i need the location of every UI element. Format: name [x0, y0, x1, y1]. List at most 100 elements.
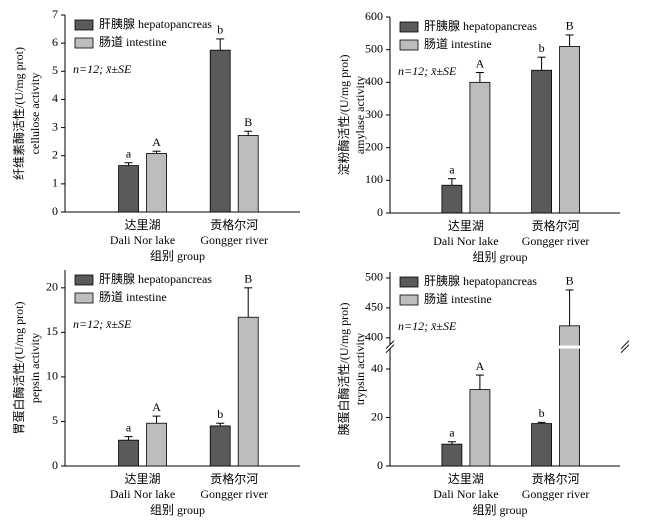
x-tick-label: Dali Nor lake	[433, 234, 498, 248]
y-axis-label: cellulose activity	[28, 73, 42, 155]
x-tick-label: 贡格尔河	[210, 217, 258, 232]
y-tick-label: 0	[52, 204, 58, 218]
y-axis-label: 胃蛋白酶活性/(U/mg prot)	[11, 302, 26, 435]
x-tick-label: 贡格尔河	[532, 471, 580, 486]
y-tick-label: 0	[377, 458, 383, 472]
significance-letter: B	[566, 274, 574, 288]
legend-label: 肝胰腺 hepatopancreas	[424, 274, 537, 288]
legend-label: 肠道 intestine	[99, 35, 167, 49]
bar	[118, 439, 139, 467]
legend-swatch	[399, 276, 419, 288]
bar	[559, 46, 580, 214]
y-axis-label: pepsin activity	[28, 333, 42, 403]
y-tick-label: 10	[46, 369, 58, 383]
significance-letter: B	[566, 19, 574, 33]
legend-label: 肝胰腺 hepatopancreas	[424, 19, 537, 33]
y-tick-label: 40	[371, 361, 383, 375]
legend-swatch	[74, 19, 94, 31]
axis-break	[620, 340, 630, 350]
x-axis-label: 组别 group	[150, 249, 205, 263]
y-tick-label: 2	[52, 147, 58, 161]
axis-break-gap	[385, 344, 395, 349]
x-axis-label: 组别 group	[473, 250, 528, 264]
axis-break	[385, 340, 395, 350]
significance-letter: A	[152, 400, 161, 414]
annotation: n=12; x̄±SE	[73, 62, 132, 76]
axis-break	[620, 344, 630, 354]
bar	[209, 425, 231, 467]
x-tick-label: Gongger river	[200, 487, 268, 501]
x-tick-label: 达里湖	[448, 218, 484, 233]
significance-letter: a	[449, 426, 455, 440]
y-tick-label: 400	[365, 330, 383, 344]
bar	[209, 49, 231, 213]
y-axis-label: 胰蛋白酶活性/(U/mg prot)	[336, 303, 351, 436]
y-tick-label: 4	[52, 91, 58, 105]
significance-letter: b	[539, 406, 545, 420]
legend-label: 肠道 intestine	[424, 292, 492, 306]
bar	[146, 153, 167, 213]
y-tick-label: 200	[365, 139, 383, 153]
significance-letter: a	[449, 162, 455, 176]
y-tick-label: 450	[365, 300, 383, 314]
x-tick-label: Dali Nor lake	[110, 233, 175, 247]
bar	[146, 422, 167, 467]
significance-letter: A	[476, 56, 485, 70]
legend-swatch	[399, 39, 419, 51]
x-tick-label: Gongger river	[522, 234, 590, 248]
bar	[118, 165, 139, 213]
axis-break	[385, 344, 395, 354]
y-tick-label: 500	[365, 270, 383, 284]
y-tick-label: 7	[52, 7, 58, 21]
significance-letter: b	[217, 407, 223, 421]
legend-swatch	[399, 294, 419, 306]
bar	[441, 184, 463, 214]
x-tick-label: 贡格尔河	[532, 218, 580, 233]
axis-break-gap	[558, 345, 581, 349]
significance-letter: B	[244, 115, 252, 129]
y-axis-label: amylase activity	[353, 76, 367, 154]
x-tick-label: 达里湖	[448, 471, 484, 486]
y-axis-label: 淀粉酶活性/(U/mg prot)	[336, 55, 351, 176]
x-tick-label: Gongger river	[200, 233, 268, 247]
y-tick-label: 3	[52, 119, 58, 133]
y-tick-label: 20	[46, 280, 58, 294]
bar	[237, 316, 259, 467]
y-axis-label: trypsin activity	[353, 333, 367, 405]
significance-letter: a	[126, 147, 132, 161]
y-tick-label: 6	[52, 35, 58, 49]
significance-letter: a	[126, 420, 132, 434]
significance-letter: b	[217, 23, 223, 37]
x-tick-label: Dali Nor lake	[433, 487, 498, 501]
significance-letter: B	[244, 272, 252, 286]
legend-label: 肠道 intestine	[424, 37, 492, 51]
legend-swatch	[74, 274, 94, 286]
legend-swatch	[74, 37, 94, 49]
legend-swatch	[399, 21, 419, 33]
legend-swatch	[74, 292, 94, 304]
y-tick-label: 5	[52, 63, 58, 77]
y-tick-label: 400	[365, 74, 383, 88]
x-axis-label: 组别 group	[473, 503, 528, 517]
bar	[531, 69, 552, 214]
y-tick-label: 15	[46, 324, 58, 338]
y-tick-label: 1	[52, 176, 58, 190]
x-tick-label: Gongger river	[522, 487, 590, 501]
legend-label: 肝胰腺 hepatopancreas	[99, 272, 212, 286]
x-tick-label: Dali Nor lake	[110, 487, 175, 501]
significance-letter: b	[539, 41, 545, 55]
y-tick-label: 500	[365, 41, 383, 55]
x-tick-label: 达里湖	[125, 471, 161, 486]
significance-letter: A	[476, 359, 485, 373]
x-tick-label: 达里湖	[125, 217, 161, 232]
y-tick-label: 600	[365, 9, 383, 23]
significance-letter: A	[152, 135, 161, 149]
y-tick-label: 20	[371, 409, 383, 423]
y-tick-label: 0	[377, 205, 383, 219]
y-tick-label: 0	[52, 458, 58, 472]
legend-label: 肝胰腺 hepatopancreas	[99, 17, 212, 31]
bar	[441, 443, 463, 467]
y-tick-label: 5	[52, 413, 58, 427]
legend-label: 肠道 intestine	[99, 290, 167, 304]
